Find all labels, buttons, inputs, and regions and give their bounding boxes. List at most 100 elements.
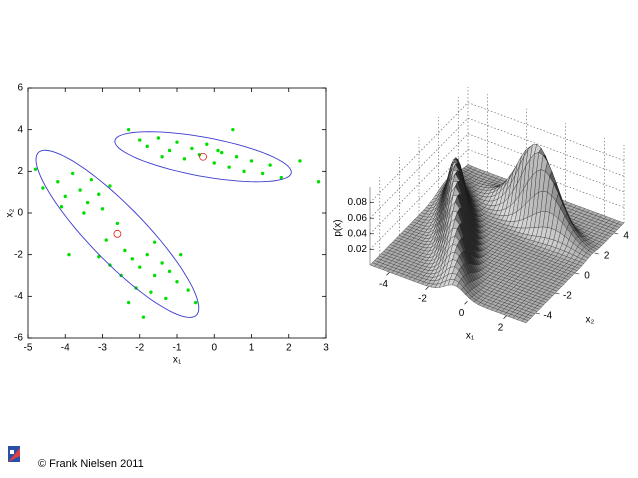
y-tick bbox=[594, 252, 599, 255]
y-tick-label: 0 bbox=[17, 208, 23, 219]
data-point bbox=[138, 265, 142, 269]
data-point bbox=[104, 238, 108, 242]
y-tick bbox=[574, 272, 580, 275]
data-point bbox=[41, 186, 45, 190]
data-point bbox=[152, 240, 157, 244]
data-point bbox=[234, 155, 239, 159]
component-mean bbox=[113, 229, 122, 238]
data-point bbox=[123, 248, 127, 253]
y-tick bbox=[555, 292, 560, 295]
x-tick-label: 2 bbox=[286, 343, 292, 354]
data-point bbox=[71, 171, 75, 176]
logo bbox=[8, 446, 20, 462]
data-point bbox=[197, 152, 202, 157]
z-tick-label: 0.08 bbox=[348, 197, 368, 208]
z-tick-label: 0.04 bbox=[348, 228, 368, 239]
x-tick bbox=[503, 315, 507, 319]
data-point bbox=[160, 261, 164, 265]
data-point bbox=[242, 169, 246, 174]
data-point bbox=[152, 273, 157, 278]
grid-line bbox=[369, 117, 469, 219]
data-point bbox=[205, 142, 209, 146]
data-point bbox=[89, 177, 94, 182]
y-tick-label: 0 bbox=[584, 271, 590, 282]
data-point bbox=[97, 255, 101, 259]
data-point bbox=[249, 159, 254, 163]
y-tick-label: 4 bbox=[17, 124, 23, 135]
grid-line bbox=[369, 102, 469, 203]
data-point bbox=[182, 157, 187, 161]
x-tick-label: -1 bbox=[173, 343, 182, 354]
data-point bbox=[160, 155, 164, 159]
y-tick-label: -4 bbox=[543, 311, 552, 322]
data-point bbox=[108, 184, 112, 188]
z-axis-label: p(x) bbox=[333, 219, 344, 236]
data-point bbox=[260, 171, 265, 176]
data-point bbox=[190, 146, 194, 151]
x-tick-label: -4 bbox=[61, 343, 70, 354]
data-point bbox=[145, 144, 149, 149]
data-point bbox=[175, 280, 179, 284]
logo-accent bbox=[8, 448, 20, 462]
data-point bbox=[220, 150, 224, 155]
x-tick bbox=[425, 286, 429, 290]
component-ellipse bbox=[114, 131, 292, 183]
data-point bbox=[59, 205, 64, 209]
y-tick-label: -4 bbox=[14, 291, 23, 302]
z-tick-label: 0.06 bbox=[348, 213, 368, 224]
y-tick-label: 4 bbox=[623, 231, 629, 242]
x-tick-label: -3 bbox=[98, 343, 107, 354]
data-point bbox=[56, 180, 60, 184]
data-point bbox=[216, 148, 220, 153]
data-point bbox=[227, 165, 231, 169]
y-tick-label: 2 bbox=[604, 251, 610, 262]
data-point bbox=[141, 315, 146, 319]
x-axis-label: x₁ bbox=[466, 331, 475, 342]
data-point bbox=[164, 296, 168, 301]
logo-dot bbox=[10, 450, 14, 454]
data-point bbox=[63, 194, 67, 199]
data-point bbox=[175, 140, 179, 144]
x-tick bbox=[386, 272, 390, 276]
data-point bbox=[33, 167, 38, 171]
x-tick-label: 3 bbox=[323, 343, 329, 354]
data-point bbox=[231, 127, 235, 132]
x-tick bbox=[464, 301, 468, 305]
data-point bbox=[100, 207, 105, 211]
x-tick-label: 2 bbox=[498, 322, 504, 333]
y-tick bbox=[614, 232, 619, 235]
data-point bbox=[193, 300, 198, 305]
y-tick-label: -2 bbox=[14, 249, 23, 260]
data-point bbox=[149, 290, 153, 294]
data-point bbox=[167, 269, 172, 274]
y-tick bbox=[535, 312, 540, 315]
y-tick-label: -6 bbox=[14, 333, 23, 344]
data-point bbox=[268, 163, 272, 167]
data-point bbox=[85, 200, 90, 205]
x-tick-label: 0 bbox=[459, 308, 465, 319]
data-point bbox=[298, 159, 302, 163]
data-point bbox=[279, 175, 283, 180]
data-point bbox=[167, 148, 172, 153]
y-tick-label: -2 bbox=[563, 291, 572, 302]
data-point bbox=[82, 211, 86, 215]
plot-area bbox=[27, 87, 327, 339]
data-point bbox=[186, 288, 190, 292]
data-point bbox=[115, 221, 120, 226]
x-tick-label: 1 bbox=[249, 343, 255, 354]
data-point bbox=[212, 161, 216, 165]
data-point bbox=[97, 192, 101, 196]
x-tick-label: -5 bbox=[24, 343, 33, 354]
grid-line bbox=[369, 133, 469, 235]
data-point bbox=[179, 252, 183, 257]
x-tick-label: -2 bbox=[135, 343, 144, 354]
y-axis-label: x₂ bbox=[5, 208, 16, 217]
data-point bbox=[126, 127, 131, 132]
y-tick-label: 6 bbox=[17, 83, 23, 94]
data-point bbox=[78, 188, 82, 192]
data-point bbox=[130, 257, 134, 261]
component-mean bbox=[199, 152, 207, 161]
data-point bbox=[316, 180, 321, 184]
